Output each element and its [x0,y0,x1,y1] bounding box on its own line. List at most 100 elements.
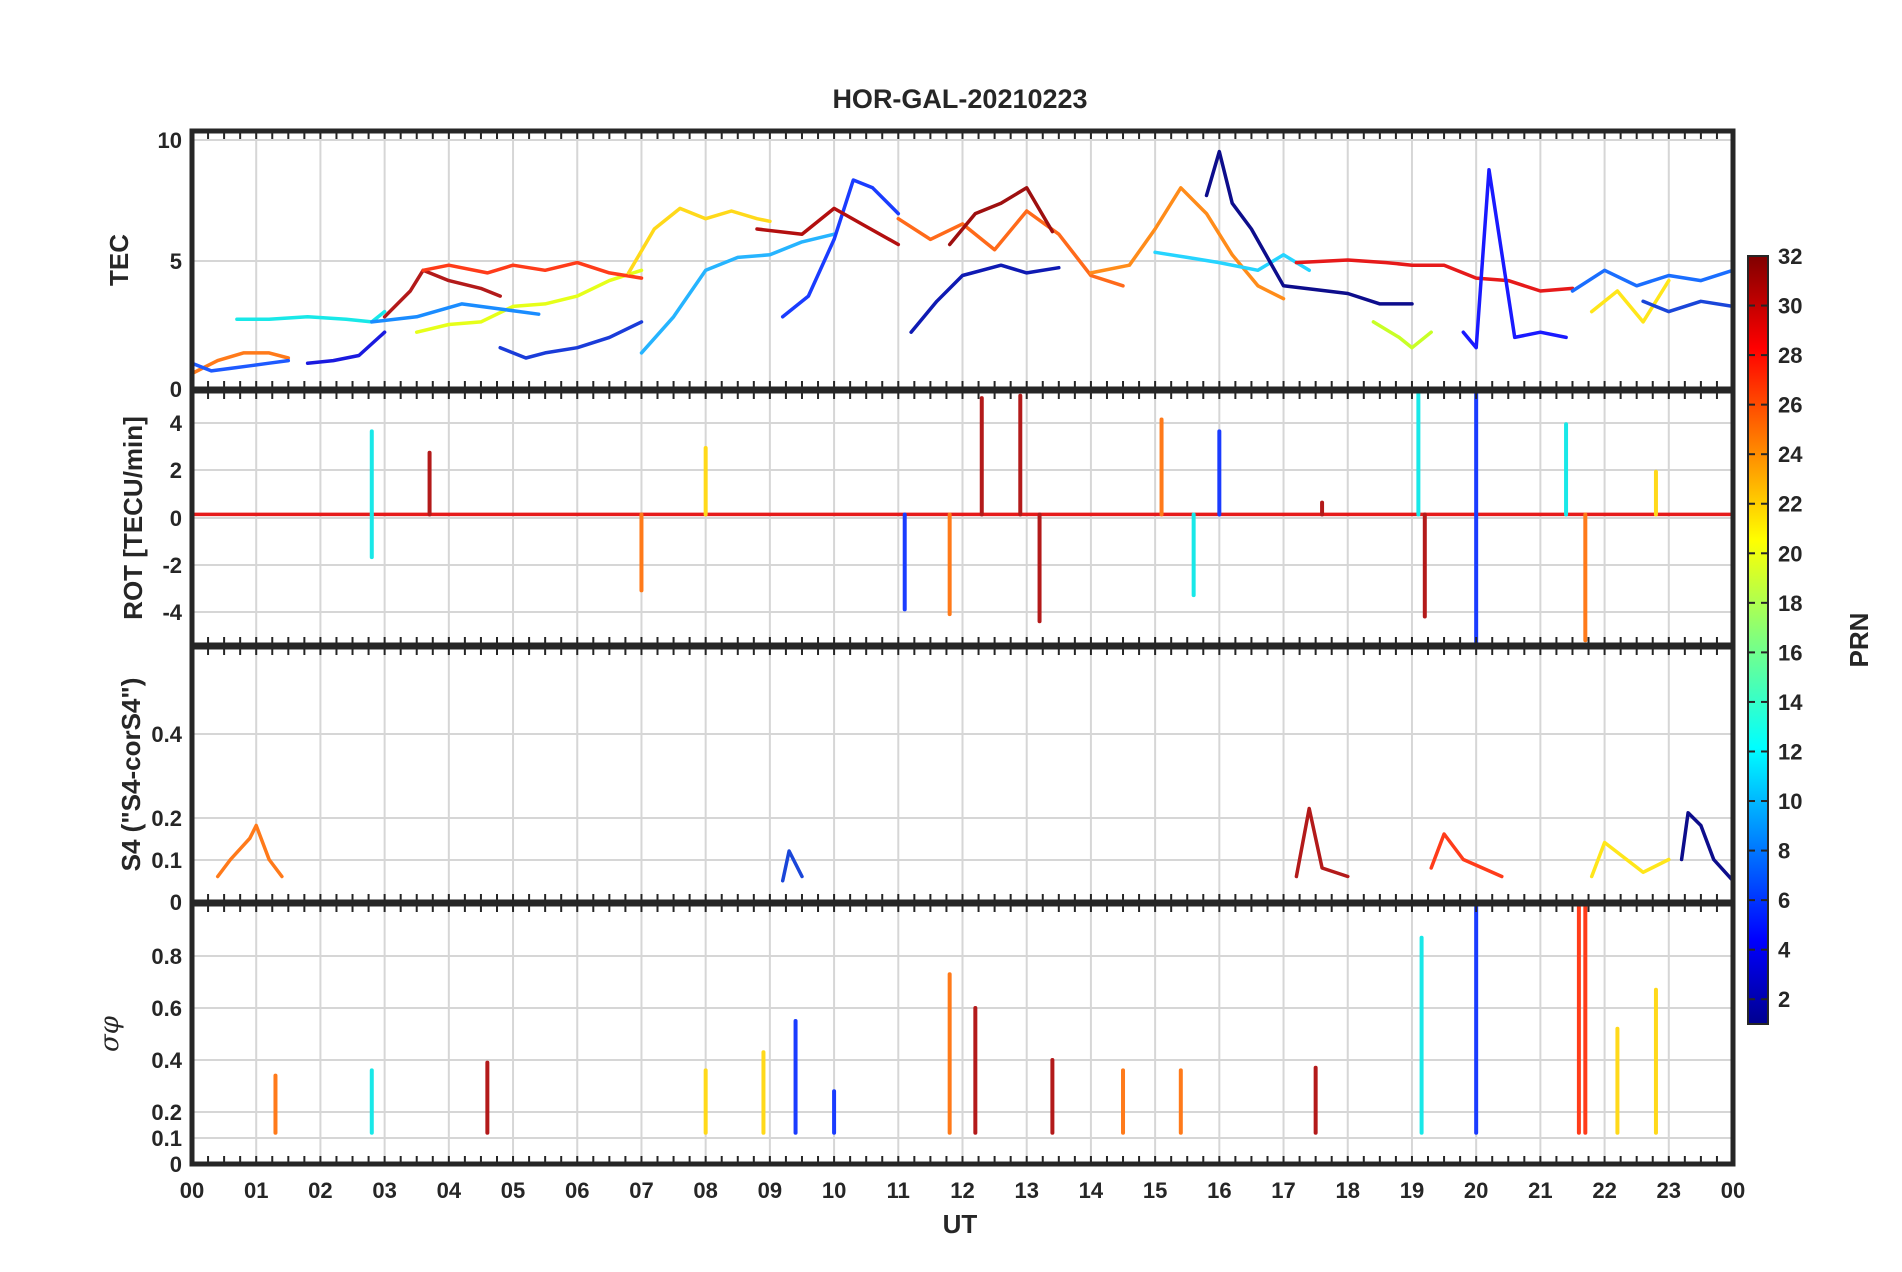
series-line-11 [639,232,836,355]
y-tick-label-tec: 5 [170,249,182,274]
colorbar-tick-label: 10 [1778,789,1802,814]
y-tick-label-s4: 0.2 [151,806,182,831]
x-tick-label: 01 [244,1178,268,1203]
series-line-9 [1570,268,1733,293]
colorbar-tick-label: 22 [1778,492,1802,517]
series-line-30 [382,268,502,319]
y-tick-label-rot: -4 [162,600,182,625]
series-line-18 [1371,320,1433,350]
y-axis-label-tec: TEC [104,234,134,286]
colorbar-tick-label: 26 [1778,393,1802,418]
colorbar-tick-label: 28 [1778,343,1802,368]
y-tick-label-s4: 0.4 [151,722,182,747]
series-line-12 [1153,250,1311,273]
panel-sigma_phi: 00.10.2 0.4 0.6 0.8 σφ [95,901,1736,1177]
y-tick-label-sigma_phi: 0.2 [151,1100,182,1125]
x-tick-label: 00 [1721,1178,1745,1203]
colorbar-tick-label: 32 [1778,244,1802,269]
y-tick-label-tec: 10 [158,128,182,153]
x-tick-label: 07 [629,1178,653,1203]
x-tick-label: 08 [693,1178,717,1203]
colorbar-tick-label: 24 [1778,442,1803,467]
colorbar-tick-label: 8 [1778,839,1790,864]
y-tick-label-s4: 0.1 [151,848,182,873]
x-tick-label: 11 [887,1178,910,1203]
y-tick-label-rot: 2 [170,458,182,483]
x-tick-label: 23 [1657,1178,1681,1203]
y-axis-label-s4: S4 ("S4-corS4") [116,678,146,872]
series-group [192,391,1733,645]
x-tick-label: 03 [372,1178,396,1203]
x-tick-label: 20 [1464,1178,1488,1203]
series-line-25 [896,209,1125,288]
y-tick-label-sigma_phi: 0.1 [151,1126,182,1151]
y-tick-label-sigma_phi: 0.4 [151,1048,182,1073]
series-line-27 [1429,832,1504,879]
series-line-5 [498,320,644,360]
series-line-8 [780,849,804,883]
series-line-7 [192,358,291,373]
series-line-6 [1461,167,1568,350]
x-tick-label: 15 [1143,1178,1167,1203]
y-tick-label-sigma_phi: 0.6 [151,996,182,1021]
series-group [192,149,1733,376]
y-tick-label-tec: 0 [170,377,182,402]
x-tick-label: 09 [758,1178,782,1203]
series-line-28 [1294,258,1575,293]
series-line-4 [780,178,901,319]
colorbar-tick-label: 16 [1778,640,1802,665]
x-tick-label: 06 [565,1178,589,1203]
colorbar-tick-label: 14 [1778,690,1803,715]
y-tick-label-s4: 0 [170,890,182,915]
y-axis-label-sigma-phi: σφ [95,1015,125,1052]
x-tick-label: 19 [1400,1178,1424,1203]
y-tick-label-rot: 4 [170,411,183,436]
series-line-26 [192,351,291,376]
series-line-1 [1679,811,1733,883]
y-tick-label-rot: 0 [170,506,182,531]
series-line-19 [1589,840,1671,879]
colorbar-tick-label: 4 [1778,938,1791,963]
series-line-31 [755,206,901,247]
series-line-23 [1089,186,1286,301]
x-tick-label: 21 [1528,1178,1552,1203]
series-line-29 [947,186,1055,247]
x-tick-label: 16 [1207,1178,1231,1203]
chart-title: HOR-GAL-20210223 [832,84,1087,114]
x-tick-label: 14 [1079,1178,1104,1203]
x-axis-label: UT [943,1209,978,1239]
series-group [273,904,1658,1135]
x-tick-label: 18 [1336,1178,1360,1203]
colorbar-tick-label: 2 [1778,987,1790,1012]
series-line-10 [370,302,541,324]
x-tick-label: 10 [822,1178,846,1203]
series-line-21 [626,206,772,275]
x-tick-label: 22 [1592,1178,1616,1203]
x-tick-label: 05 [501,1178,525,1203]
series-line-27 [421,260,644,280]
x-tick-label: 00 [180,1178,204,1203]
series-line-8 [1641,299,1733,314]
x-tick-label: 02 [308,1178,332,1203]
x-tick-label: 12 [950,1178,974,1203]
series-line-24 [215,823,284,879]
y-tick-label-sigma_phi: 0.8 [151,944,182,969]
x-tick-label: 04 [437,1178,462,1203]
colorbar-tick-label: 6 [1778,888,1790,913]
y-tick-label-rot: -2 [162,553,182,578]
colorbar-gradient [1747,255,1769,1025]
y-axis-label-rot: ROT [TECU/min] [118,416,148,620]
y-tick-label-sigma_phi: 0 [170,1152,182,1177]
series-line-19 [1589,278,1671,324]
colorbar-label: PRN [1844,613,1874,668]
colorbar-tick-label: 30 [1778,294,1802,319]
series-line-2 [909,263,1061,334]
x-tick-label: 13 [1014,1178,1038,1203]
series-group [215,806,1733,883]
colorbar-tick-label: 18 [1778,591,1802,616]
series-line-1 [1204,149,1414,306]
